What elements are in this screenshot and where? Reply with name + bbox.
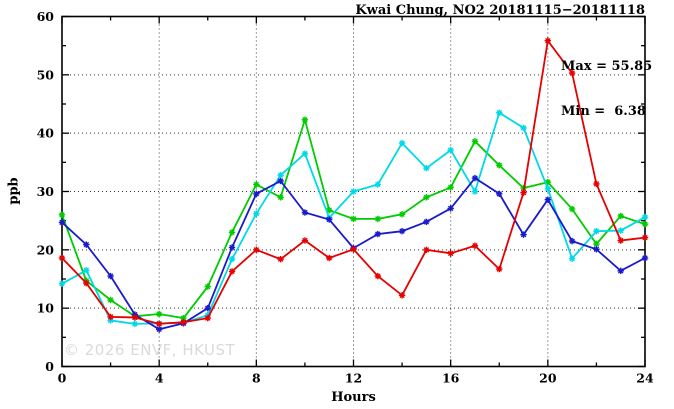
y-tick-label-30: 30 [37,184,55,199]
min-value-label: Min = 6.38 [561,104,646,119]
series-blue-markers [58,174,649,333]
max-value-label: Max = 55.85 [561,59,653,74]
x-tick-label-20: 20 [539,371,557,386]
x-tick-label-24: 24 [636,371,654,386]
plot-border [61,15,646,368]
y-tick-label-40: 40 [37,126,55,141]
x-axis-title: Hours [331,390,376,405]
watermark: © 2026 ENVF, HKUST [64,341,236,359]
maxmin-annotation: Max = 55.85 Min = 6.38 [561,29,652,149]
x-tick-label-16: 16 [442,371,460,386]
series-red-markers [58,37,649,328]
y-axis-title: ppb [6,177,22,205]
y-tick-label-0: 0 [45,359,54,374]
y-tick-label-60: 60 [37,9,55,24]
y-tick-label-20: 20 [37,242,55,257]
x-tick-label-8: 8 [252,371,261,386]
chart-title: Kwai Chung, NO2 20181115−20181118 [355,3,645,18]
y-tick-label-10: 10 [37,301,55,316]
x-tick-label-0: 0 [58,371,67,386]
x-tick-label-12: 12 [345,371,362,386]
y-tick-label-50: 50 [37,67,55,82]
x-tick-label-4: 4 [155,371,164,386]
